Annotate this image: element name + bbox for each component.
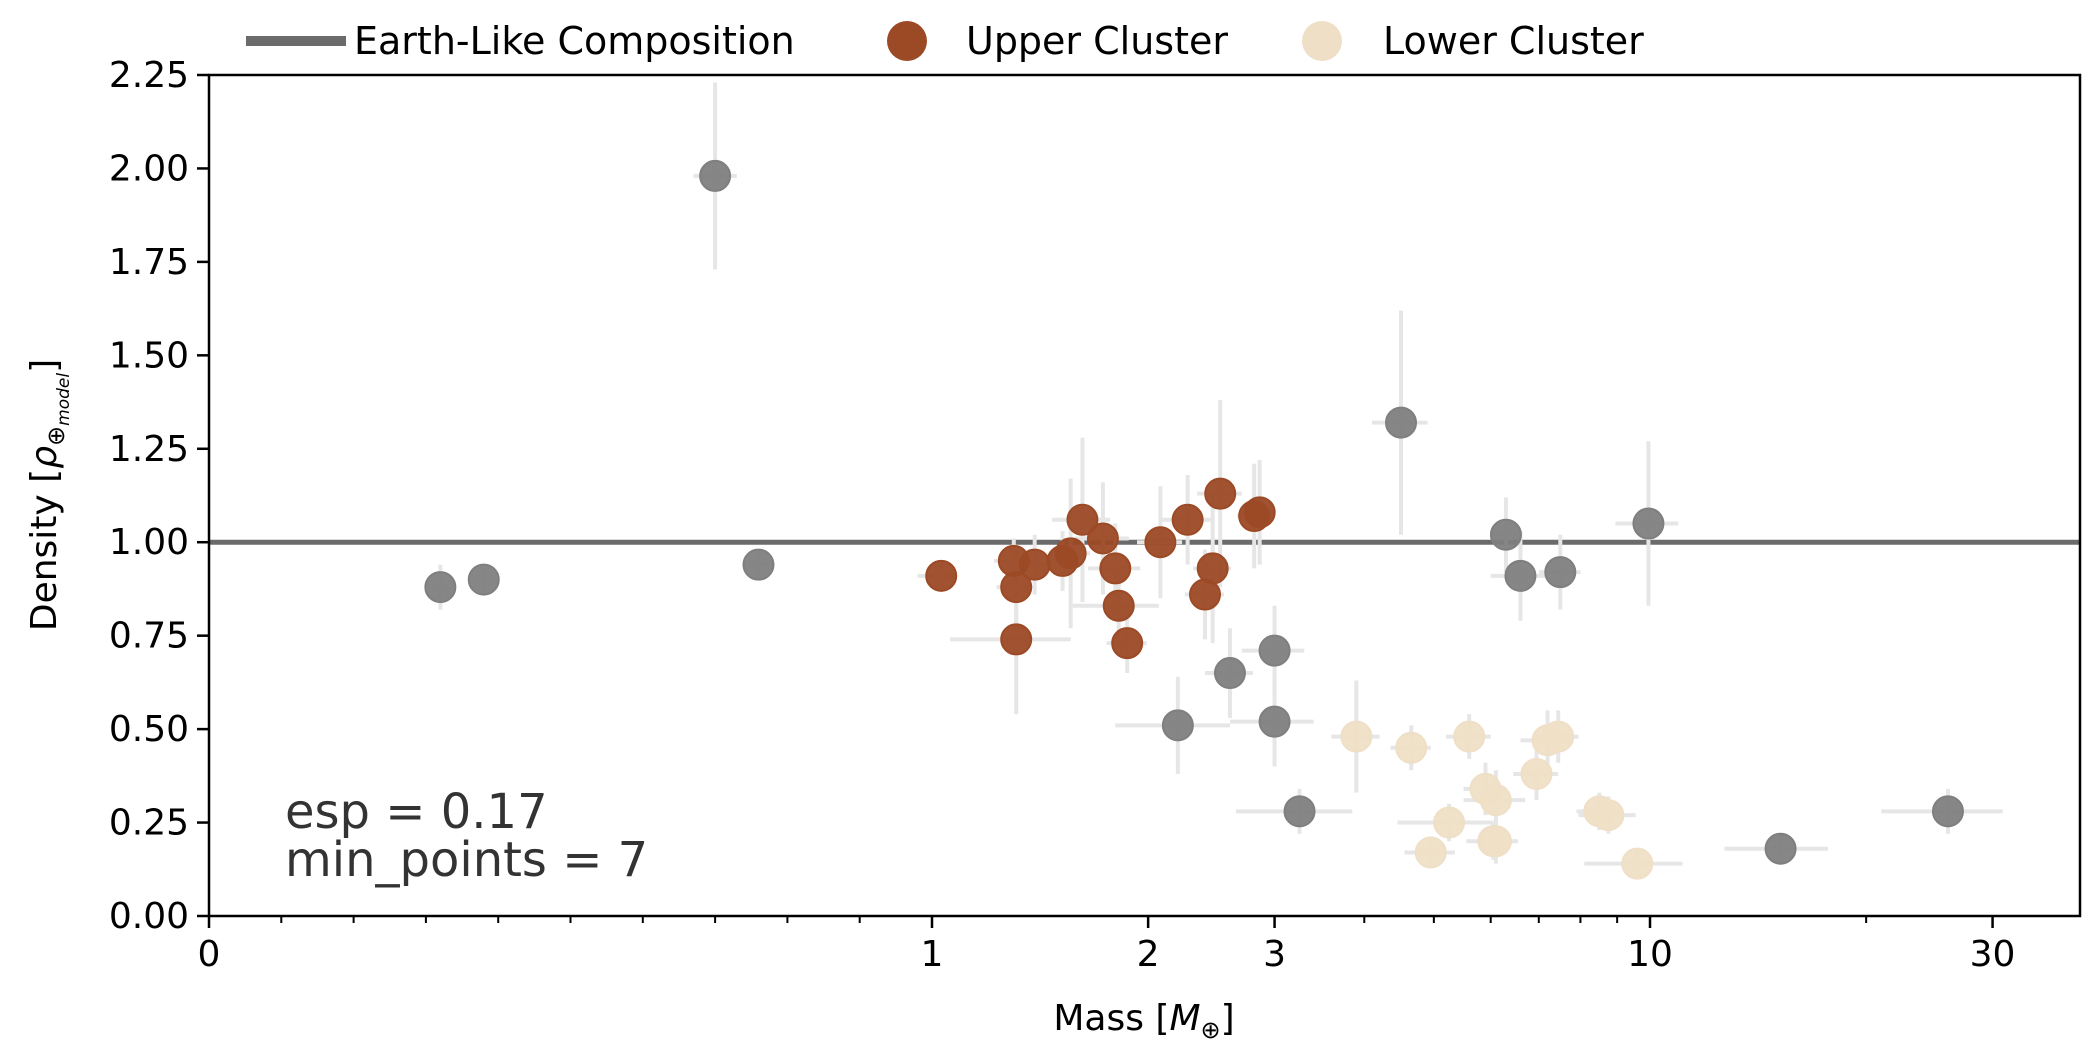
annotation-min-points: min_points = 7 — [285, 832, 648, 888]
y-tick-label: 0.50 — [109, 709, 189, 750]
lower-cluster-point — [1592, 799, 1625, 832]
legend-label-earth-like: Earth-Like Composition — [354, 19, 795, 63]
x-tick-label: 30 — [1970, 934, 2016, 975]
upper-cluster-point — [1054, 537, 1087, 570]
upper-cluster-point — [1018, 548, 1051, 581]
unclustered-point — [1632, 507, 1665, 540]
unclustered-point — [742, 548, 775, 581]
y-tick-label: 0.25 — [109, 803, 189, 844]
plot-frame — [207, 73, 2082, 918]
upper-cluster-point — [1000, 623, 1033, 656]
unclustered-point — [467, 563, 500, 596]
x-tick-label: 1 — [921, 934, 944, 975]
x-axis-label-end: ] — [1221, 998, 1235, 1039]
upper-cluster-point — [1066, 503, 1099, 536]
upper-cluster-point — [1171, 503, 1204, 536]
upper-cluster-point — [1086, 522, 1119, 555]
lower-cluster-point — [1433, 806, 1466, 839]
legend-swatch-upper-cluster — [887, 21, 927, 61]
legend-label-upper-cluster: Upper Cluster — [966, 19, 1228, 63]
unclustered-point — [1489, 518, 1522, 551]
x-axis-label-subscript: ⊕ — [1201, 1016, 1221, 1044]
unclustered-point — [1504, 559, 1537, 592]
unclustered-point — [1283, 795, 1316, 828]
y-tick-label: 0.00 — [109, 896, 189, 937]
lower-cluster-point — [1479, 784, 1512, 817]
upper-cluster-point — [925, 559, 958, 592]
y-tick-label: 2.00 — [109, 148, 189, 189]
lower-cluster-point — [1395, 731, 1428, 764]
x-tick-label: 3 — [1263, 934, 1286, 975]
unclustered-point — [1213, 657, 1246, 690]
lower-cluster-point — [1621, 847, 1654, 880]
upper-cluster-point — [1243, 496, 1276, 529]
upper-cluster-point — [1111, 627, 1144, 660]
y-tick-label: 1.00 — [109, 522, 189, 563]
y-axis-label-symbol: ρ — [24, 446, 65, 469]
unclustered-point — [1385, 406, 1418, 439]
y-tick-label: 1.25 — [109, 429, 189, 470]
upper-cluster-point — [1204, 477, 1237, 510]
legend-label-lower-cluster: Lower Cluster — [1383, 19, 1644, 63]
lower-cluster-point — [1520, 757, 1553, 790]
upper-cluster-point — [1196, 552, 1229, 585]
y-axis-label-main: Density [ — [24, 469, 65, 631]
unclustered-point — [1544, 556, 1577, 589]
y-tick-label: 0.75 — [109, 616, 189, 657]
y-tick-label: 1.75 — [109, 242, 189, 283]
y-axis-label: Density [ρ⊕model] — [24, 359, 74, 631]
unclustered-point — [1161, 709, 1194, 742]
x-axis-label-main: Mass [ — [1053, 998, 1169, 1039]
y-tick-label: 1.50 — [109, 335, 189, 376]
y-axis-label-subscript: ⊕ — [42, 426, 70, 446]
upper-cluster-point — [1144, 526, 1177, 559]
x-tick-label: 0 — [198, 934, 221, 975]
x-tick-label: 2 — [1137, 934, 1160, 975]
upper-cluster-point — [1099, 552, 1132, 585]
points-layer — [424, 159, 1964, 880]
y-axis-label-subsubscript: model — [54, 373, 74, 426]
x-axis-label: Mass [M⊕] — [1053, 998, 1234, 1044]
unclustered-point — [1258, 705, 1291, 738]
y-axis-label-end: ] — [24, 359, 65, 373]
legend-swatch-lower-cluster — [1302, 21, 1342, 61]
annotation-esp: esp = 0.17 — [285, 784, 548, 840]
unclustered-point — [1258, 634, 1291, 667]
unclustered-point — [1764, 832, 1797, 865]
upper-cluster-point — [1102, 589, 1135, 622]
lower-cluster-point — [1479, 825, 1512, 858]
lower-cluster-point — [1542, 720, 1575, 753]
lower-cluster-point — [1340, 720, 1373, 753]
axes-layer: 0.00 0.25 0.50 0.75 1.00 1.25 1.50 1.75 2.00 2.25… — [109, 55, 2016, 975]
unclustered-point — [699, 159, 732, 192]
legend: Earth-Like Composition Upper Cluster Low… — [246, 19, 1644, 63]
upper-cluster-point — [1000, 571, 1033, 604]
unclustered-point — [1931, 795, 1964, 828]
y-tick-label: 2.25 — [109, 55, 189, 96]
lower-cluster-point — [1453, 720, 1486, 753]
x-tick-label: 10 — [1627, 934, 1673, 975]
unclustered-point — [424, 571, 457, 604]
x-axis-label-symbol: M — [1169, 998, 1200, 1039]
lower-cluster-point — [1414, 836, 1447, 869]
